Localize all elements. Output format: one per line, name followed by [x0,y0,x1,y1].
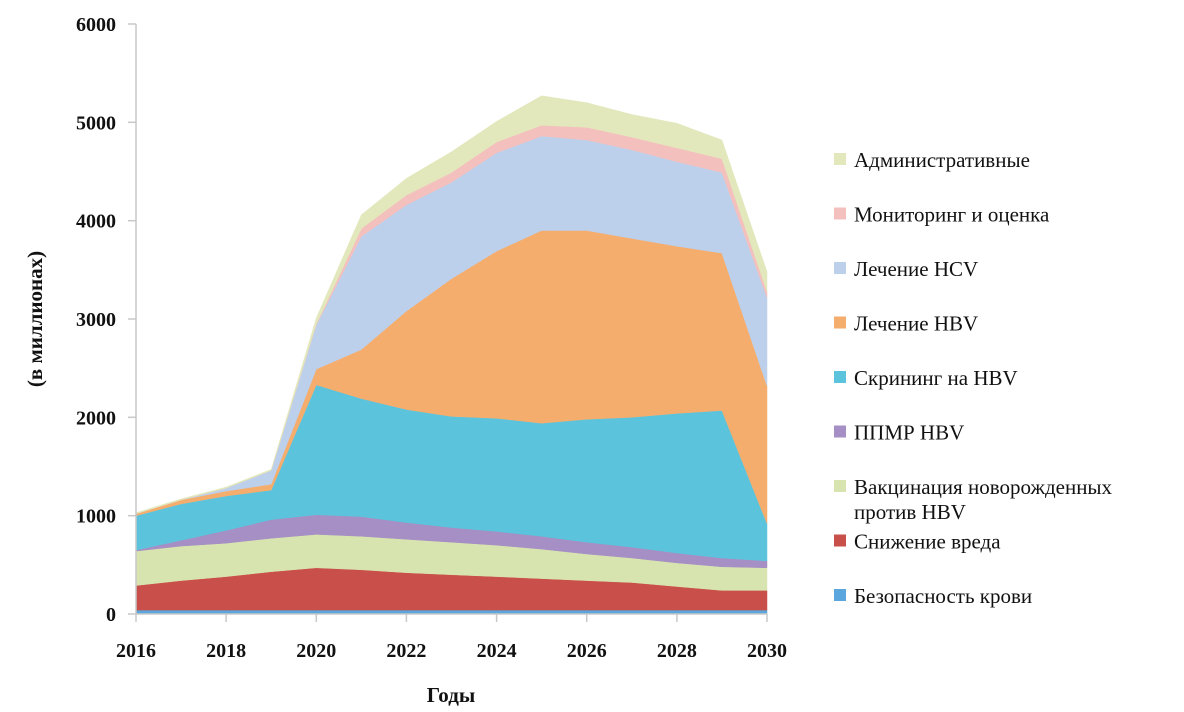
legend-swatch-3 [834,425,846,438]
legend-label-6: Лечение HCV [854,257,978,281]
area-series-8 [135,95,768,515]
y-tick-label-6000: 6000 [76,14,116,36]
legend-swatch-8 [834,153,846,165]
legend: Административные Мониторинг и оценка Лечен… [834,148,1113,608]
legend-swatch-5 [834,316,846,329]
legend-swatch-1 [834,534,846,547]
y-tick-labels: 0 1000 2000 3000 4000 5000 6000 [76,14,136,626]
x-tick-label-2018: 2018 [206,640,246,662]
x-tick-label-2022: 2022 [386,640,426,662]
x-axis-title: Годы [427,683,475,707]
legend-label-7: Мониторинг и оценка [854,203,1050,227]
area-layer [135,95,768,615]
y-tick-label-2000: 2000 [76,407,116,429]
y-tick-label-1000: 1000 [76,506,116,528]
y-axis-title: (в миллионах) [23,251,47,387]
legend-label-3: ППМР HBV [854,421,964,445]
legend-label-0: Безопасность крови [854,584,1032,608]
x-tick-label-2024: 2024 [477,640,517,662]
legend-swatch-4 [834,371,846,383]
y-tick-label-0: 0 [106,604,116,626]
x-tick-label-2020: 2020 [296,640,336,662]
legend-swatch-2 [834,480,846,492]
legend-swatch-7 [834,207,846,220]
x-tick-label-2030: 2030 [747,640,787,662]
legend-label-4: Скрининг на HBV [854,366,1018,390]
legend-swatch-6 [834,262,846,274]
x-tick-label-2026: 2026 [567,640,607,662]
legend-swatch-0 [834,589,846,601]
y-tick-label-3000: 3000 [76,309,116,331]
legend-label-8: Административные [854,148,1030,172]
x-tick-label-2016: 2016 [116,640,156,662]
y-tick-label-5000: 5000 [76,112,116,134]
y-tick-label-4000: 4000 [76,211,116,233]
legend-label-1: Снижение вреда [854,530,1001,554]
legend-label-5: Лечение HBV [854,312,978,336]
legend-label-2: Вакцинация новорожденных против HBV [854,475,1113,524]
x-tick-label-2028: 2028 [657,640,697,662]
x-tick-labels: 2016 2018 2020 2022 2024 2026 2028 2030 [116,614,787,662]
